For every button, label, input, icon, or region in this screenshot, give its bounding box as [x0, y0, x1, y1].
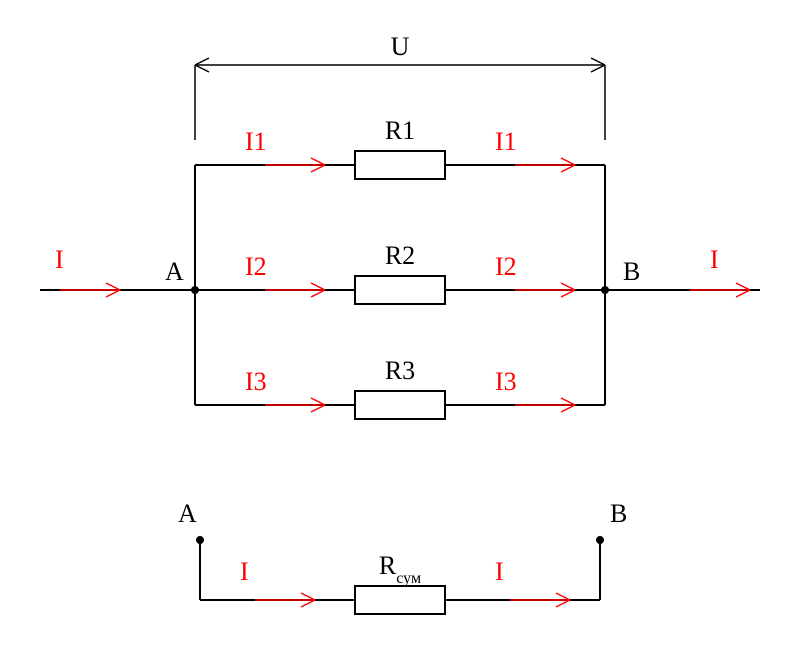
node-a-top: [191, 286, 199, 294]
resistor-r1: [355, 151, 445, 179]
label-node-a-bottom: A: [178, 499, 197, 528]
label-i1-right: I1: [495, 127, 517, 156]
label-r3: R3: [385, 356, 415, 385]
label-i2-left: I2: [245, 252, 267, 281]
label-i-in: I: [55, 245, 64, 274]
label-i-out: I: [710, 245, 719, 274]
label-i3-left: I3: [245, 367, 267, 396]
label-r1: R1: [385, 116, 415, 145]
label-i-bottom-right: I: [495, 557, 504, 586]
label-rsum: Rсум: [379, 551, 421, 587]
label-i1-left: I1: [245, 127, 267, 156]
label-node-b-top: B: [623, 257, 640, 286]
label-node-b-bottom: B: [610, 499, 627, 528]
label-i-bottom-left: I: [240, 557, 249, 586]
node-a-bottom: [196, 536, 204, 544]
node-b-top: [601, 286, 609, 294]
resistor-rsum: [355, 586, 445, 614]
resistor-r2: [355, 276, 445, 304]
label-r2: R2: [385, 241, 415, 270]
label-u: U: [391, 32, 410, 61]
label-i2-right: I2: [495, 252, 517, 281]
label-i3-right: I3: [495, 367, 517, 396]
label-node-a-top: A: [165, 257, 184, 286]
node-b-bottom: [596, 536, 604, 544]
resistor-r3: [355, 391, 445, 419]
